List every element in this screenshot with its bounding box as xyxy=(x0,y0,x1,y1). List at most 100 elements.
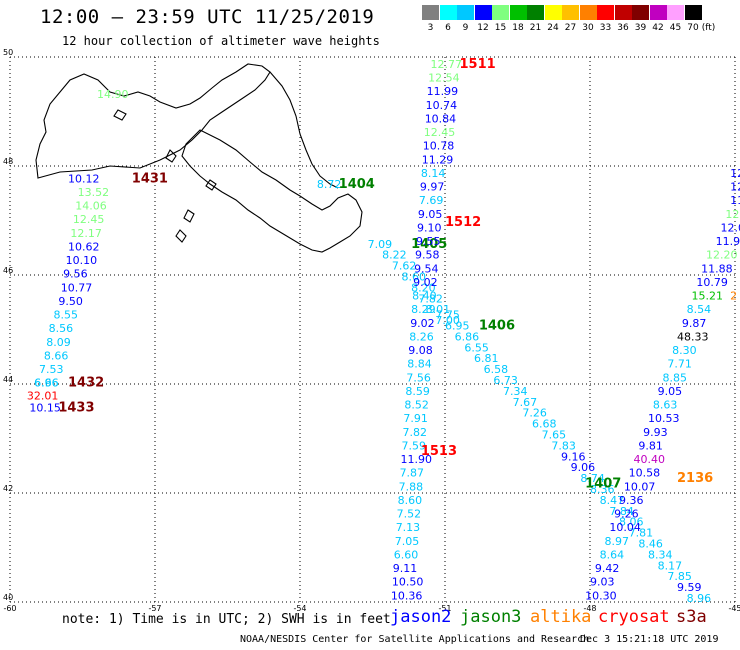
wave-height-value: 9.58 xyxy=(415,249,440,262)
satellite-name-cryosat: cryosat xyxy=(598,607,670,627)
wave-height-value: 8.29 xyxy=(411,303,436,316)
wave-height-value: 10.74 xyxy=(426,99,458,112)
wave-height-value: 8.36 xyxy=(590,483,615,496)
wave-height-value: 12.17 xyxy=(70,227,102,240)
wave-height-value: 8.52 xyxy=(404,399,429,412)
wave-height-value: 9.10 xyxy=(417,221,442,234)
wave-height-value: 7.82 xyxy=(402,426,427,439)
wave-height-value: 8.30 xyxy=(672,344,697,357)
wave-height-value: 48.33 xyxy=(677,330,709,343)
wave-height-value: 11.88 xyxy=(701,262,733,275)
pass-time-label: 1431 xyxy=(132,171,168,186)
wave-height-value: 12.20 xyxy=(706,249,738,262)
map-title: 12:00 – 23:59 UTC 11/25/2019 xyxy=(40,6,375,28)
wave-height-value: 12.00 xyxy=(721,221,740,234)
wave-height-value: 7.82 xyxy=(418,292,443,305)
legend-swatch xyxy=(457,5,474,20)
coastline-segment xyxy=(113,109,127,121)
legend-unit: (ft) xyxy=(701,23,716,33)
wave-height-value: 6.68 xyxy=(532,418,557,431)
wave-height-value: 12.45 xyxy=(424,126,456,139)
footer-generated: Dec 3 15:21:18 UTC 2019 xyxy=(580,634,719,645)
wave-height-value: 7.75 xyxy=(435,309,460,322)
legend-label: 39 xyxy=(634,23,647,33)
legend-label: 42 xyxy=(652,23,664,33)
wave-height-value: 8.56 xyxy=(49,322,74,335)
graticule xyxy=(9,56,736,603)
wave-height-value: 8.26 xyxy=(409,330,434,343)
coastline-segment xyxy=(183,209,195,223)
wave-height-value: 9.05 xyxy=(658,385,683,398)
pass-time-label: 1433 xyxy=(58,400,94,415)
legend-swatch xyxy=(579,5,597,20)
wave-height-value: 8.20 xyxy=(411,281,436,294)
wave-height-value: 8.60 xyxy=(398,494,423,507)
coastline-segment xyxy=(35,63,271,179)
axis-ticks: 50 48 46 44 42 40 -60 -57 -54 -51 -48 -45 xyxy=(3,48,740,613)
legend-label: 36 xyxy=(617,23,629,33)
lon-tick-label: -51 xyxy=(438,604,451,613)
wave-height-value: 7.05 xyxy=(395,535,420,548)
lat-tick-label: 40 xyxy=(3,593,13,602)
wave-height-value: 8.66 xyxy=(44,349,68,362)
wave-height-value: 12.54 xyxy=(428,72,460,85)
wave-height-value: 8.59 xyxy=(405,385,430,398)
wave-height-value: 7.91 xyxy=(403,412,428,425)
wave-height-value: 11.29 xyxy=(422,153,454,166)
legend-label: 27 xyxy=(564,23,577,33)
wave-height-value: 6.60 xyxy=(394,548,419,561)
wave-height-value: 8.06 xyxy=(619,516,644,529)
lat-tick-label: 48 xyxy=(3,157,13,166)
wave-height-value: 9.02 xyxy=(413,276,438,289)
wave-height-value: 10.04 xyxy=(609,521,641,534)
lon-tick-label: -60 xyxy=(3,604,16,613)
wave-height-value: 8.72 xyxy=(317,178,342,191)
pass-time-label: 1406 xyxy=(479,319,515,334)
legend-label: 6 xyxy=(445,23,451,33)
legend-label: 33 xyxy=(599,23,612,33)
legend-swatch xyxy=(544,5,562,20)
wave-height-value: 7.85 xyxy=(667,570,692,583)
wave-height-value: 13.52 xyxy=(78,186,110,199)
wave-height-value: 12.77 xyxy=(431,58,463,71)
wave-height-value: 11.99 xyxy=(427,85,459,98)
wave-height-value: 8.63 xyxy=(653,399,678,412)
wave-height-value: 9.50 xyxy=(58,295,82,308)
lat-tick-label: 50 xyxy=(3,48,13,57)
wave-height-value: 9.55 xyxy=(416,235,441,248)
legend-swatch xyxy=(422,5,439,20)
wave-height-value: 9.36 xyxy=(619,494,644,507)
wave-height-value: 7.00 xyxy=(435,314,460,327)
wave-height-value: 11.4 xyxy=(730,194,740,207)
legend-label: 9 xyxy=(462,23,469,33)
wave-height-value: 6.81 xyxy=(474,352,499,365)
wave-height-value: 8.01 xyxy=(426,303,451,316)
wave-height-value: 7.34 xyxy=(503,385,528,398)
wave-height-value: 6.96 xyxy=(34,377,59,390)
wave-height-legend: 3 6 9 12 15 18 21 24 27 30 33 36 39 42 45 70 (ft) xyxy=(422,5,738,35)
wave-height-value: 10.77 xyxy=(61,281,93,294)
wave-height-value: 8.40 xyxy=(412,290,437,303)
wave-height-value: 10.79 xyxy=(696,276,728,289)
wave-height-value: 9.87 xyxy=(682,317,707,330)
wave-height-value: 7.71 xyxy=(667,358,692,371)
legend-swatch xyxy=(632,5,649,20)
wave-height-value: 7.87 xyxy=(400,467,425,480)
wave-height-value: 8.14 xyxy=(421,167,446,180)
wave-height-value: 9.93 xyxy=(643,426,668,439)
wave-height-value: 7.59 xyxy=(402,439,427,452)
wave-height-value: 10.30 xyxy=(585,589,617,602)
pass-time-label: 1404 xyxy=(339,177,375,192)
wave-height-value: 10.84 xyxy=(425,112,457,125)
wave-height-value: 7.65 xyxy=(542,429,567,442)
wave-height-value: 9.81 xyxy=(638,439,663,452)
wave-height-value: 6.86 xyxy=(455,330,480,343)
wave-height-value: 8.17 xyxy=(658,559,683,572)
legend-swatch xyxy=(649,5,667,20)
wave-height-value: 14.90 xyxy=(97,88,129,101)
wave-height-value: 8.96 xyxy=(687,592,712,605)
wave-height-value: 10.78 xyxy=(423,140,455,153)
wave-height-value: 9.42 xyxy=(595,562,620,575)
wave-height-value: 10.36 xyxy=(391,589,423,602)
